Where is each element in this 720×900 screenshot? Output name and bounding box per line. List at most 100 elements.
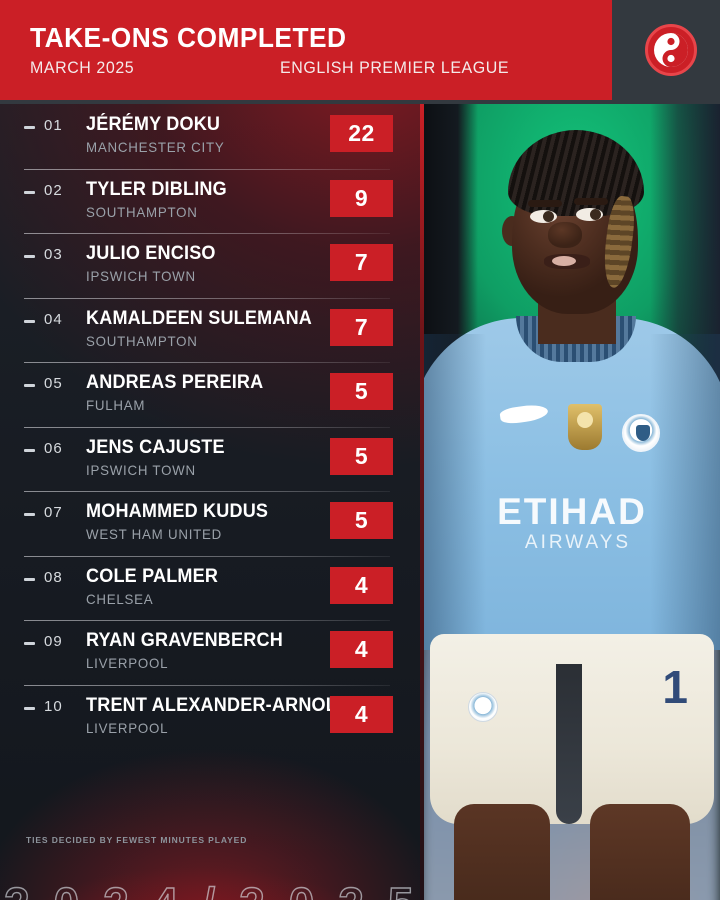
- value-badge: 7: [330, 244, 393, 281]
- value-number: 4: [354, 571, 369, 598]
- team-name: CHELSEA: [86, 590, 154, 607]
- table-row[interactable]: 04 KAMALDEEN SULEMANA SOUTHAMPTON 7: [0, 297, 420, 363]
- table-row[interactable]: 07 MOHAMMED KUDUS WEST HAM UNITED 5: [0, 491, 420, 556]
- rank-number: 01: [44, 117, 63, 134]
- shirt-sponsor-subtext: AIRWAYS: [524, 532, 632, 553]
- value-badge: 4: [330, 631, 393, 668]
- shirt-shadow-left: [420, 334, 486, 650]
- rank-dash-icon: [24, 577, 35, 581]
- table-row[interactable]: 03 JULIO ENCISO IPSWICH TOWN 7: [0, 233, 420, 298]
- player-name: COLE PALMER: [86, 565, 219, 587]
- row-separator: [24, 362, 390, 363]
- player-leg-left: [454, 804, 550, 900]
- rank-dash-icon: [24, 255, 35, 258]
- table-row[interactable]: 06 JENS CAJUSTE IPSWICH TOWN 5: [0, 426, 420, 492]
- player-eye-right: [576, 208, 603, 221]
- value-number: 5: [354, 507, 369, 533]
- value-badge: 22: [330, 115, 393, 152]
- team-name: IPSWICH TOWN: [86, 268, 196, 284]
- player-name: JENS CAJUSTE: [86, 436, 225, 458]
- player-name: TRENT ALEXANDER-ARNOLD: [86, 694, 351, 716]
- player-tongue: [552, 256, 576, 266]
- row-separator: [24, 684, 390, 686]
- photo-left-edge: [420, 104, 424, 900]
- player-name: KAMALDEEN SULEMANA: [86, 307, 313, 329]
- team-name: FULHAM: [86, 397, 146, 413]
- value-number: 5: [354, 378, 369, 404]
- value-badge: 5: [330, 437, 393, 475]
- player-brow-left: [528, 200, 562, 207]
- rank-number: 04: [44, 310, 63, 328]
- value-number: 4: [354, 636, 369, 662]
- team-name: LIVERPOOL: [86, 719, 169, 736]
- brand-logo-icon: [645, 24, 697, 76]
- value-badge: 5: [330, 502, 393, 539]
- row-separator: [24, 426, 390, 428]
- row-separator: [24, 297, 390, 299]
- rank-number: 07: [44, 504, 63, 521]
- header-date: MARCH 2025: [30, 58, 135, 77]
- value-badge: 9: [330, 179, 393, 217]
- value-number: 9: [354, 184, 369, 211]
- value-number: 7: [354, 313, 369, 340]
- rank-number: 10: [44, 697, 63, 715]
- player-name: ANDREAS PEREIRA: [86, 372, 264, 393]
- row-separator: [24, 491, 390, 492]
- rank-dash-icon: [24, 126, 35, 129]
- player-name: RYAN GRAVENBERCH: [86, 630, 283, 651]
- rank-dash-icon: [24, 319, 35, 323]
- row-separator: [24, 233, 390, 234]
- team-name: SOUTHAMPTON: [86, 203, 198, 220]
- row-separator: [24, 620, 390, 621]
- rank-number: 05: [44, 375, 63, 392]
- player-photo: ETIHAD AIRWAYS 1: [420, 104, 720, 900]
- rank-number: 08: [44, 568, 63, 586]
- player-name: TYLER DIBLING: [86, 178, 227, 200]
- player-name: JULIO ENCISO: [86, 243, 216, 264]
- player-leg-right: [590, 804, 690, 900]
- value-badge: 4: [330, 695, 393, 733]
- rank-dash-icon: [24, 513, 35, 516]
- rank-dash-icon: [24, 448, 35, 452]
- shirt-shadow-right: [650, 334, 720, 650]
- season-glow: [0, 856, 420, 900]
- player-eye-left: [530, 210, 557, 223]
- value-badge: 4: [330, 566, 393, 604]
- page-title: TAKE-ONS COMPLETED: [30, 22, 347, 53]
- season-year-watermark: 2024/2025: [0, 877, 430, 900]
- value-number: 5: [354, 442, 369, 469]
- header-league: ENGLISH PREMIER LEAGUE: [280, 58, 510, 77]
- footnote: TIES DECIDED BY FEWEST MINUTES PLAYED: [26, 835, 248, 845]
- rank-dash-icon: [24, 190, 35, 194]
- player-name: MOHAMMED KUDUS: [86, 501, 269, 522]
- table-row[interactable]: 01 JÉRÉMY DOKU MANCHESTER CITY 22: [0, 104, 420, 169]
- table-row[interactable]: 08 COLE PALMER CHELSEA 4: [0, 555, 420, 621]
- table-row[interactable]: 09 RYAN GRAVENBERCH LIVERPOOL 4: [0, 620, 420, 685]
- shirt-sponsor-text: ETIHAD: [497, 491, 647, 532]
- rank-number: 02: [44, 181, 63, 199]
- rank-dash-icon: [24, 706, 35, 710]
- rank-number: 09: [44, 633, 63, 650]
- rank-number: 03: [44, 246, 63, 263]
- table-row[interactable]: 10 TRENT ALEXANDER-ARNOLD LIVERPOOL 4: [0, 684, 420, 750]
- player-nose: [548, 222, 582, 248]
- table-row[interactable]: 05 ANDREAS PEREIRA FULHAM 5: [0, 362, 420, 427]
- team-name: SOUTHAMPTON: [86, 332, 198, 349]
- team-name: WEST HAM UNITED: [86, 526, 223, 542]
- player-brow-right: [574, 198, 608, 205]
- value-number: 22: [348, 120, 375, 146]
- rank-dash-icon: [24, 384, 35, 387]
- team-name: MANCHESTER CITY: [86, 139, 225, 155]
- team-name: IPSWICH TOWN: [86, 461, 196, 478]
- leaderboard-panel: 01 JÉRÉMY DOKU MANCHESTER CITY 22 02 TYLER DI…: [0, 104, 420, 900]
- table-row[interactable]: 02 TYLER DIBLING SOUTHAMPTON 9: [0, 168, 420, 234]
- shorts-club-badge-icon: [468, 692, 498, 722]
- fifa-badge-icon: [568, 404, 602, 450]
- shorts-gap: [556, 664, 582, 824]
- value-badge: 7: [330, 308, 393, 346]
- header-bar: TAKE-ONS COMPLETED MARCH 2025 ENGLISH PR…: [0, 0, 720, 104]
- row-separator: [24, 168, 390, 170]
- club-badge-icon: [622, 414, 660, 452]
- row-separator: [24, 555, 390, 557]
